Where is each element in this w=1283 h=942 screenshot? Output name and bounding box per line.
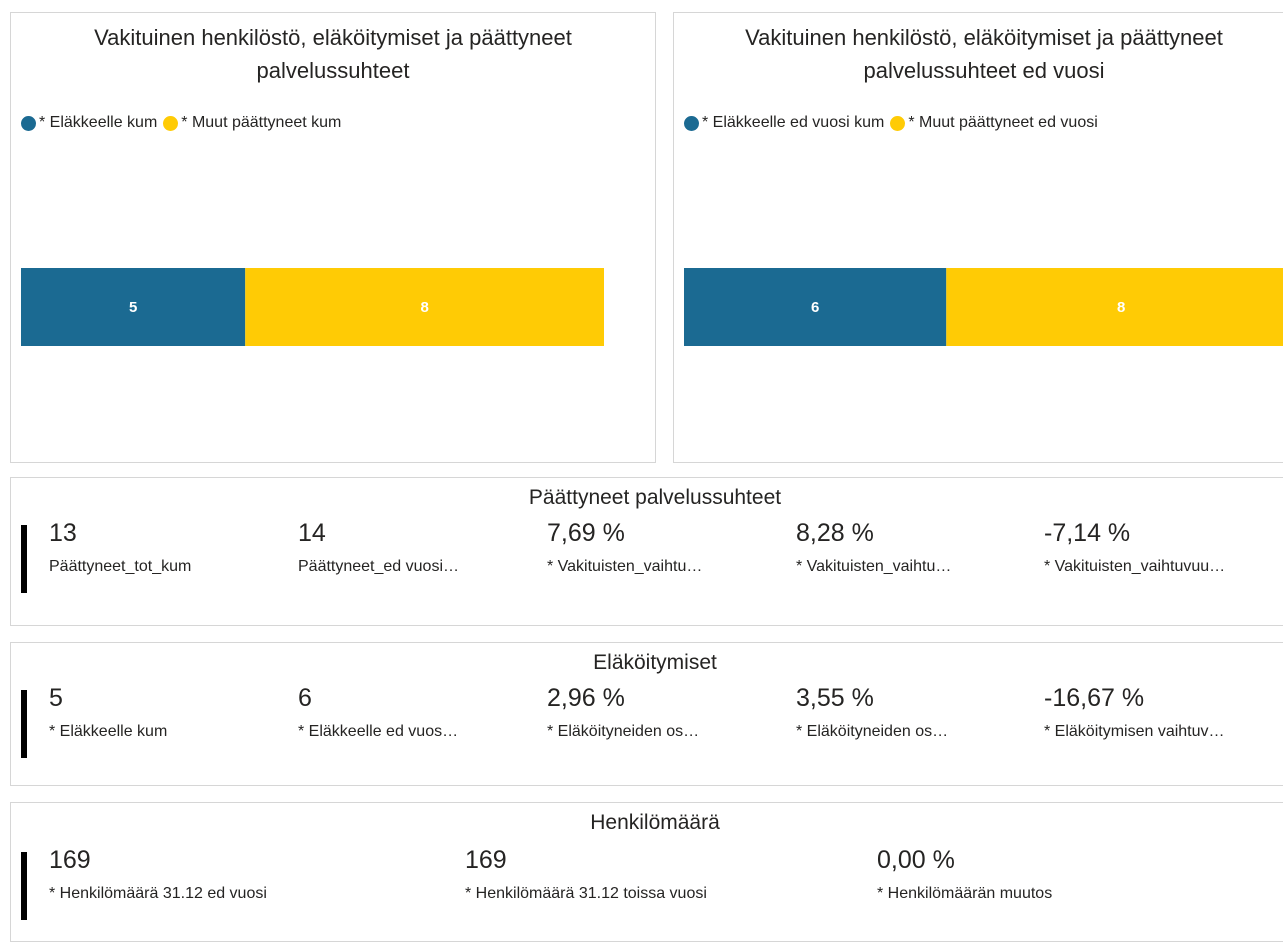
data-label: 5: [129, 299, 137, 316]
kpi-label: * Eläköityneiden os…: [796, 723, 949, 740]
legend: * Eläkkeelle kum * Muut päättyneet kum: [21, 114, 347, 132]
kpi-label: * Henkilömäärän muutos: [877, 885, 1053, 902]
legend-item: * Muut päättyneet kum: [163, 114, 341, 132]
kpi-value: -16,67 %: [1044, 684, 1145, 712]
chart-title: Vakituinen henkilöstö, eläköitymiset ja …: [745, 25, 1223, 83]
legend-marker: [21, 115, 36, 131]
kpi-label: Päättyneet_tot_kum: [49, 558, 192, 575]
card-panel: Päättyneet palvelussuhteet 13 Päättyneet_t…: [10, 477, 1283, 626]
data-label: 6: [811, 299, 819, 316]
kpi-value: 6: [298, 684, 312, 712]
bar-segment: [946, 268, 1283, 346]
bar-segment: [21, 268, 246, 346]
legend-item: * Eläkkeelle kum: [21, 114, 157, 132]
card-panel: Eläköitymiset 5 * Eläkkeelle kum 6 * Eläkkee…: [10, 642, 1283, 786]
legend-item: * Muut päättyneet ed vuosi: [890, 114, 1098, 132]
card-title: Päättyneet palvelussuhteet: [528, 486, 782, 509]
kpi-label: * Vakituisten_vaihtuvuu…: [1044, 558, 1226, 575]
chart-panel: Vakituinen henkilöstö, eläköitymiset ja …: [10, 12, 656, 463]
kpi-value: 5: [49, 684, 63, 712]
legend-label: * Muut päättyneet ed vuosi: [908, 114, 1098, 131]
bar-segment: [684, 268, 947, 346]
data-label: 8: [420, 299, 428, 316]
accent-bar: [21, 690, 27, 758]
kpi-label: * Vakituisten_vaihtu…: [547, 558, 703, 575]
card-panel: Henkilömäärä 169 * Henkilömäärä 31.12 ed v…: [10, 802, 1283, 942]
kpi-value: 0,00 %: [877, 846, 955, 874]
kpi-value: 3,55 %: [796, 684, 874, 712]
accent-bar: [21, 852, 27, 920]
legend-label: * Muut päättyneet kum: [181, 114, 342, 131]
kpi-label: * Eläkkeelle ed vuos…: [298, 723, 459, 740]
bar-segment: [245, 268, 604, 346]
kpi-value: 7,69 %: [547, 519, 625, 547]
data-label: 8: [1117, 299, 1125, 316]
kpi-label: * Henkilömäärä 31.12 ed vuosi: [49, 885, 267, 902]
kpi-value: 169: [465, 846, 507, 874]
kpi-value: 2,96 %: [547, 684, 625, 712]
chart-title: Vakituinen henkilöstö, eläköitymiset ja …: [94, 25, 572, 83]
legend-marker: [684, 115, 699, 131]
kpi-value: 13: [49, 519, 77, 547]
kpi-label: * Vakituisten_vaihtu…: [796, 558, 952, 575]
legend-item: * Eläkkeelle ed vuosi kum: [684, 114, 884, 132]
legend-marker: [163, 115, 179, 131]
legend-marker: [890, 115, 906, 131]
kpi-value: 8,28 %: [796, 519, 874, 547]
card-title: Henkilömäärä: [590, 811, 720, 834]
legend-label: * Eläkkeelle kum: [39, 114, 158, 131]
legend: * Eläkkeelle ed vuosi kum * Muut päättyne…: [684, 114, 1104, 132]
kpi-label: * Eläköitymisen vaihtuv…: [1044, 723, 1225, 740]
kpi-value: 14: [298, 519, 326, 547]
kpi-value: -7,14 %: [1044, 519, 1131, 547]
chart-panel: Vakituinen henkilöstö, eläköitymiset ja …: [673, 12, 1283, 463]
card-title: Eläköitymiset: [593, 651, 717, 674]
kpi-value: 169: [49, 846, 91, 874]
kpi-label: * Eläkkeelle kum: [49, 723, 168, 740]
kpi-label: Päättyneet_ed vuosi…: [298, 558, 459, 575]
kpi-label: * Henkilömäärä 31.12 toissa vuosi: [465, 885, 707, 902]
kpi-label: * Eläköityneiden os…: [547, 723, 700, 740]
accent-bar: [21, 525, 27, 593]
legend-label: * Eläkkeelle ed vuosi kum: [702, 114, 885, 131]
